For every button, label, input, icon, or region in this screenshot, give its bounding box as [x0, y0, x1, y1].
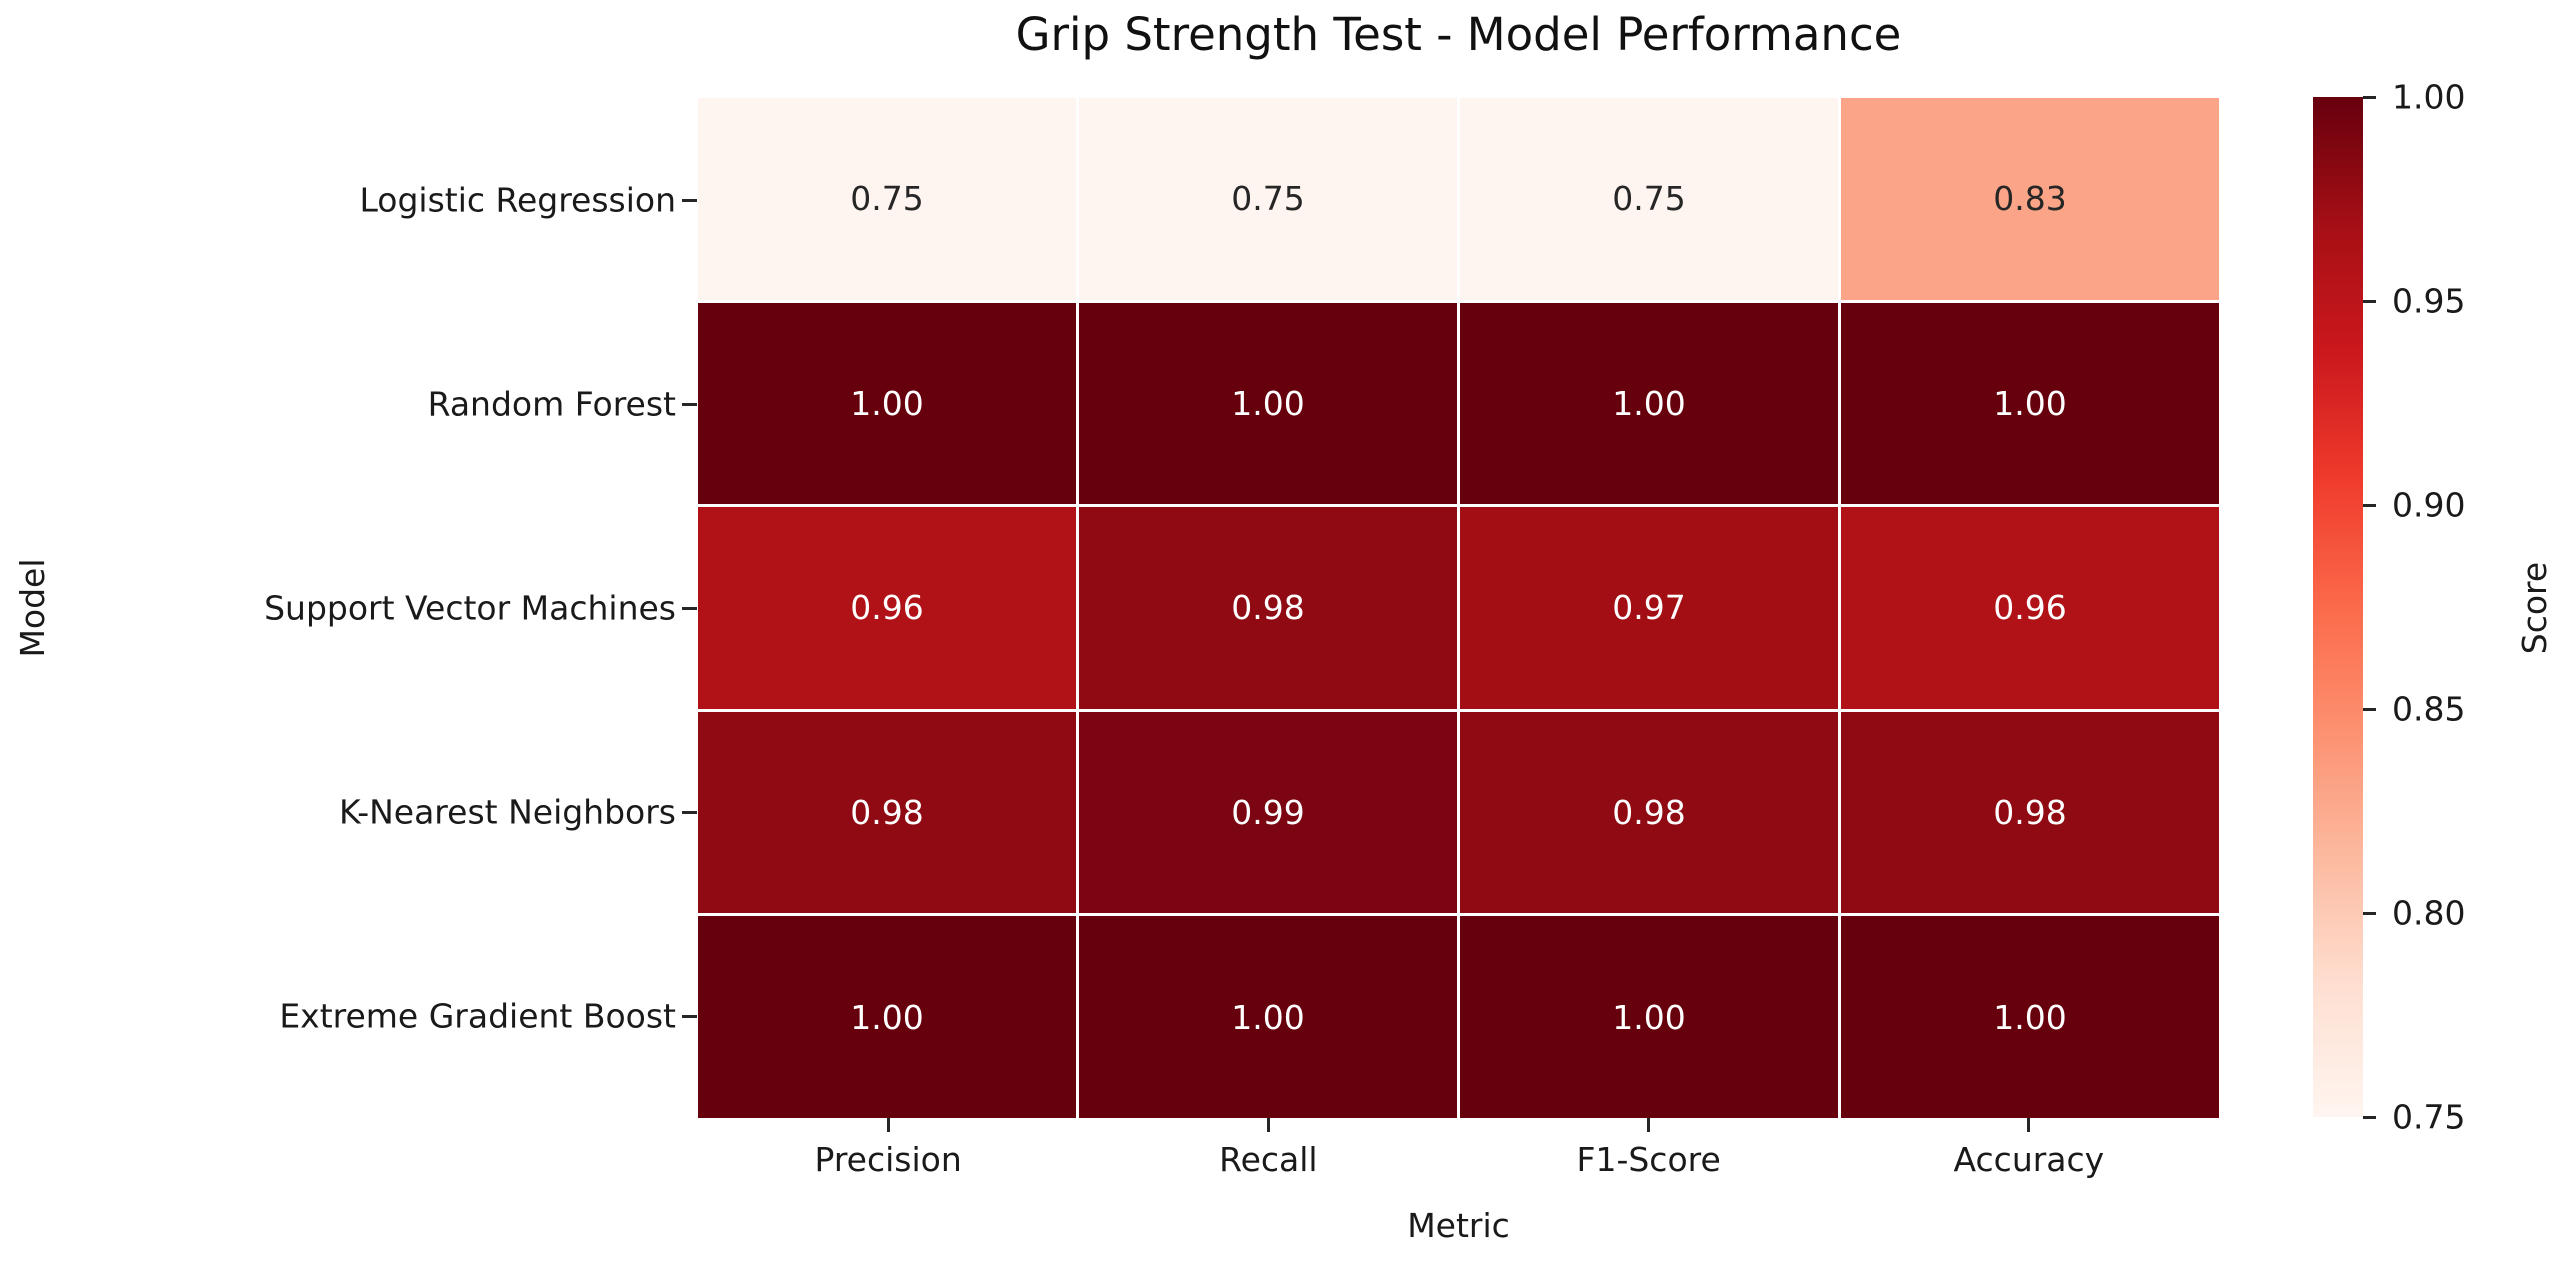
x-tick-label: Recall — [1219, 1140, 1318, 1179]
heatmap-cell-value: 1.00 — [850, 997, 924, 1037]
heatmap-cell: 0.96 — [698, 507, 1076, 709]
colorbar-tick-label: 1.00 — [2392, 77, 2466, 117]
y-tick-label: Extreme Gradient Boost — [279, 996, 676, 1036]
colorbar-tick-label: 0.80 — [2392, 893, 2466, 933]
colorbar-tick-mark — [2363, 1115, 2376, 1119]
heatmap-cell: 0.99 — [1079, 711, 1457, 914]
x-tick-mark — [1647, 1118, 1651, 1132]
heatmap-cell: 1.00 — [1460, 916, 1838, 1118]
heatmap-cell: 0.98 — [1460, 711, 1838, 914]
heatmap-cell: 0.75 — [698, 98, 1076, 300]
heatmap-cell-value: 0.99 — [1231, 793, 1305, 833]
x-tick-mark — [886, 1118, 890, 1132]
y-tick-mark — [682, 1014, 697, 1018]
y-tick-mark — [682, 198, 697, 202]
y-tick-label: Support Vector Machines — [264, 588, 676, 628]
heatmap-cell-value: 1.00 — [850, 383, 924, 423]
colorbar-tick-mark — [2363, 95, 2376, 99]
heatmap-cell-value: 0.96 — [850, 588, 924, 628]
heatmap-cell-value: 0.96 — [1993, 588, 2067, 628]
heatmap-cell-value: 0.98 — [850, 793, 924, 833]
colorbar-tick-label: 0.95 — [2392, 281, 2466, 321]
heatmap-cell-value: 0.75 — [1612, 179, 1686, 219]
colorbar-tick-mark — [2363, 503, 2376, 507]
heatmap-cell-value: 1.00 — [1231, 383, 1305, 423]
colorbar — [2313, 97, 2363, 1117]
chart-title: Grip Strength Test - Model Performance — [1015, 8, 1902, 61]
heatmap-cell: 0.98 — [698, 711, 1076, 914]
heatmap-cell-value: 0.98 — [1993, 793, 2067, 833]
y-tick-label: Random Forest — [427, 384, 676, 424]
heatmap-cell-value: 1.00 — [1993, 383, 2067, 423]
heatmap-cell: 0.75 — [1460, 98, 1838, 300]
heatmap-cell: 0.97 — [1460, 507, 1838, 709]
heatmap-cell-value: 0.75 — [1231, 179, 1305, 219]
heatmap-cell: 0.83 — [1841, 98, 2219, 300]
heatmap-cell: 1.00 — [1841, 916, 2219, 1118]
heatmap-cell: 1.00 — [1079, 302, 1457, 505]
heatmap-cell-value: 1.00 — [1612, 383, 1686, 423]
heatmap-grid: 0.75 0.75 0.75 0.83 1.00 1.00 1.00 1.00 0.96 0.98… — [698, 98, 2219, 1118]
colorbar-tick-mark — [2363, 707, 2376, 711]
colorbar-title: Score — [2515, 561, 2554, 655]
y-tick-label: Logistic Regression — [359, 180, 676, 220]
heatmap-cell-value: 0.98 — [1612, 793, 1686, 833]
y-tick-mark — [682, 402, 697, 406]
colorbar-tick-mark — [2363, 911, 2376, 915]
heatmap-cell: 0.75 — [1079, 98, 1457, 300]
colorbar-tick-label: 0.90 — [2392, 485, 2466, 525]
heatmap-cell-value: 0.83 — [1993, 179, 2067, 219]
heatmap-cell: 1.00 — [698, 916, 1076, 1118]
y-tick-label: K-Nearest Neighbors — [339, 792, 676, 832]
heatmap-cell: 1.00 — [698, 302, 1076, 505]
heatmap-cell: 0.96 — [1841, 507, 2219, 709]
x-tick-label: Precision — [814, 1140, 962, 1179]
y-tick-mark — [682, 606, 697, 610]
x-tick-mark — [2027, 1118, 2031, 1132]
heatmap-cell-value: 1.00 — [1612, 997, 1686, 1037]
colorbar-tick-mark — [2363, 299, 2376, 303]
x-axis-title: Metric — [1407, 1206, 1510, 1245]
heatmap-cell: 1.00 — [1841, 302, 2219, 505]
x-tick-label: Accuracy — [1953, 1140, 2105, 1179]
heatmap-cell-value: 0.98 — [1231, 588, 1305, 628]
y-tick-mark — [682, 810, 697, 814]
heatmap-cell-value: 1.00 — [1231, 997, 1305, 1037]
heatmap-cell: 1.00 — [1079, 916, 1457, 1118]
heatmap-cell-value: 0.97 — [1612, 588, 1686, 628]
colorbar-tick-label: 0.85 — [2392, 689, 2466, 729]
heatmap-cell-value: 0.75 — [850, 179, 924, 219]
x-tick-label: F1-Score — [1576, 1140, 1721, 1179]
x-tick-mark — [1266, 1118, 1270, 1132]
heatmap-cell: 0.98 — [1841, 711, 2219, 914]
heatmap-cell: 0.98 — [1079, 507, 1457, 709]
heatmap-cell: 1.00 — [1460, 302, 1838, 505]
heatmap-cell-value: 1.00 — [1993, 997, 2067, 1037]
colorbar-tick-label: 0.75 — [2392, 1097, 2466, 1137]
